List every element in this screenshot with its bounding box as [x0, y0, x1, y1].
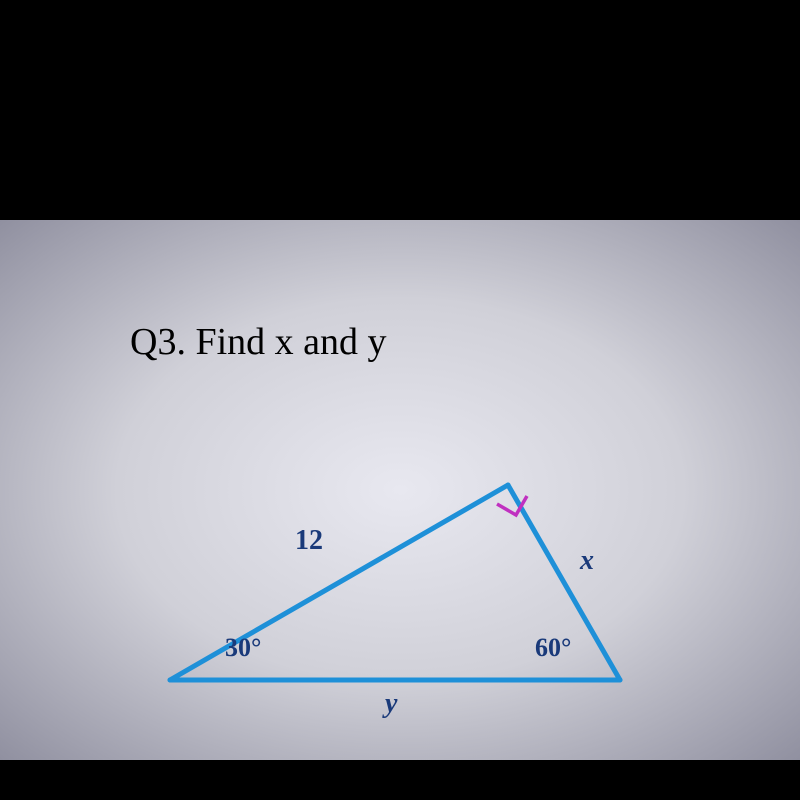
label-side-12: 12 [295, 525, 323, 557]
label-side-y: y [385, 688, 397, 720]
side-hypotenuse-left [170, 485, 508, 680]
label-angle-60: 60° [535, 633, 571, 663]
triangle-svg [150, 450, 650, 730]
content-area: Q3. Find x and y 12 x y 30° 60° [0, 220, 800, 760]
question-text: Q3. Find x and y [130, 320, 387, 364]
label-side-x: x [580, 545, 594, 577]
triangle-diagram: 12 x y 30° 60° [150, 450, 650, 730]
label-angle-30: 30° [225, 633, 261, 663]
